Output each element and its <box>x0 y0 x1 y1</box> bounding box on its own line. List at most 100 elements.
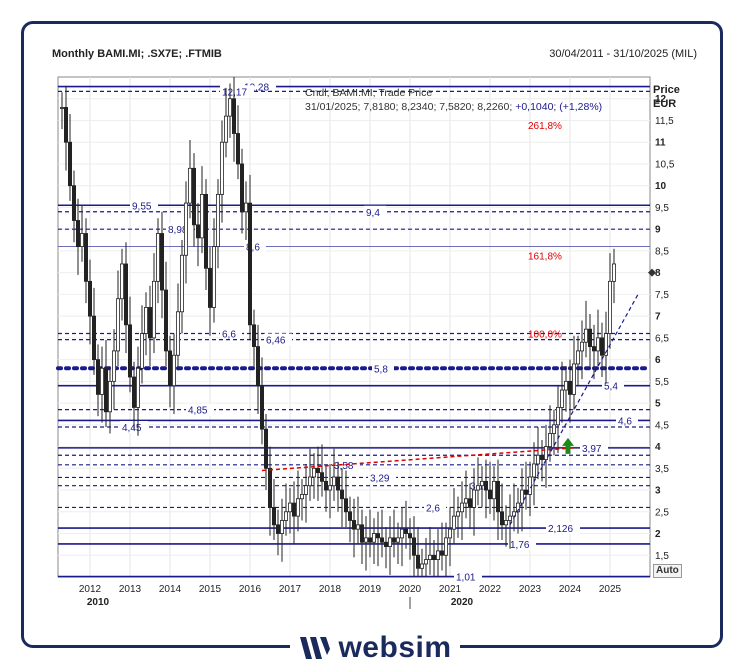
candle-body <box>415 554 420 569</box>
level-label-bg <box>186 403 214 416</box>
level-label: 12,17 <box>222 87 247 98</box>
candle-body <box>127 324 132 378</box>
candle-body <box>475 485 480 491</box>
x-tick-label: 2021 <box>439 584 462 595</box>
candle-body <box>459 502 464 513</box>
y-tick-label: 6 <box>655 355 661 366</box>
red-trendline <box>261 447 575 472</box>
level-label-bg <box>454 570 482 583</box>
y-tick-label: 4 <box>655 442 661 453</box>
candle-body <box>544 446 549 461</box>
level-label: 2,6 <box>426 503 440 514</box>
candle-body <box>552 424 557 434</box>
candle-body <box>592 346 597 352</box>
y-tick-label: 7 <box>655 312 661 323</box>
candle-body <box>612 263 617 282</box>
x-tick-label: 2025 <box>599 584 622 595</box>
candle-body <box>84 233 89 282</box>
candle-body <box>443 537 448 556</box>
candle-body <box>560 389 565 408</box>
candle-body <box>104 367 109 413</box>
level-label-bg <box>364 205 386 218</box>
candle-body <box>399 528 404 539</box>
level-label: 5,4 <box>604 382 618 393</box>
candle-body <box>307 476 312 487</box>
candle-body <box>263 428 268 469</box>
candle-body <box>411 537 416 556</box>
x-tick-label: 2024 <box>559 584 582 595</box>
plot-area <box>57 76 651 578</box>
x-tick-label: 2016 <box>239 584 262 595</box>
candle-body <box>604 333 609 356</box>
level-label: 1,76 <box>510 540 530 551</box>
candle-body <box>487 489 492 500</box>
candle-body <box>215 193 220 247</box>
candle-body <box>596 337 601 352</box>
y-tick-label: 5,5 <box>655 377 669 388</box>
level-label: 8,6 <box>246 243 260 254</box>
candle-body <box>251 324 256 347</box>
candle-body <box>343 498 348 513</box>
candle-body <box>167 350 172 387</box>
websim-logo: websim <box>290 628 460 668</box>
x-tick-label: 2015 <box>199 584 222 595</box>
candle-body <box>532 463 537 478</box>
candle-body <box>139 333 144 369</box>
auto-scale-button[interactable]: Auto <box>653 564 682 578</box>
x-tick-label: 2023 <box>519 584 542 595</box>
candle-body <box>247 202 252 326</box>
fib-label: 261,8% <box>528 121 562 132</box>
x-tick-label: 2019 <box>359 584 382 595</box>
candle-body <box>483 480 488 491</box>
candle-body <box>359 524 364 543</box>
level-label: 1,01 <box>456 573 476 584</box>
candle-body <box>323 480 328 491</box>
y-tick-label: 11 <box>655 138 666 149</box>
level-label: 3,58 <box>334 461 354 472</box>
candle-body <box>207 267 212 308</box>
level-label: 9,4 <box>366 208 380 219</box>
candle-body <box>135 367 140 408</box>
candle-body <box>439 550 444 556</box>
candle-body <box>339 489 344 500</box>
candle-body <box>239 163 244 213</box>
level-label: 8,98 <box>168 225 188 236</box>
y-axis-title: Price <box>653 84 680 96</box>
candle-body <box>584 328 589 343</box>
level-label: 5,8 <box>374 364 388 375</box>
websim-mark-icon <box>300 637 331 659</box>
candle-body <box>243 202 248 213</box>
level-label-bg <box>424 501 446 514</box>
candle-body <box>572 363 577 395</box>
candle-body <box>608 280 613 334</box>
candle-body <box>548 433 553 447</box>
level-label: 3,29 <box>370 473 390 484</box>
y-tick-label: 7,5 <box>655 290 669 301</box>
candle-body <box>427 554 432 561</box>
candle-body <box>580 341 585 352</box>
candle-body <box>96 359 101 395</box>
candle-body <box>175 311 180 356</box>
candle-body <box>520 489 525 504</box>
candle-body <box>455 511 460 517</box>
level-label: 4,6 <box>618 416 632 427</box>
x-tick-label: 2014 <box>159 584 182 595</box>
candle-body <box>223 115 228 143</box>
candle-body <box>491 480 496 500</box>
candle-body <box>203 193 208 269</box>
candle-body <box>507 515 512 521</box>
candle-body <box>195 224 200 239</box>
candle-body <box>267 467 272 508</box>
candle-body <box>327 485 332 491</box>
candle-body <box>163 289 168 352</box>
x-decade-label: 2010 <box>87 597 110 608</box>
candle-body <box>503 520 508 526</box>
candle-body <box>576 350 581 365</box>
candle-body <box>72 185 77 221</box>
candle-body <box>231 98 236 134</box>
y-tick-label: 3 <box>655 486 661 497</box>
candle-body <box>287 502 292 513</box>
level-label: 4,45 <box>122 423 142 434</box>
candle-body <box>403 528 408 534</box>
